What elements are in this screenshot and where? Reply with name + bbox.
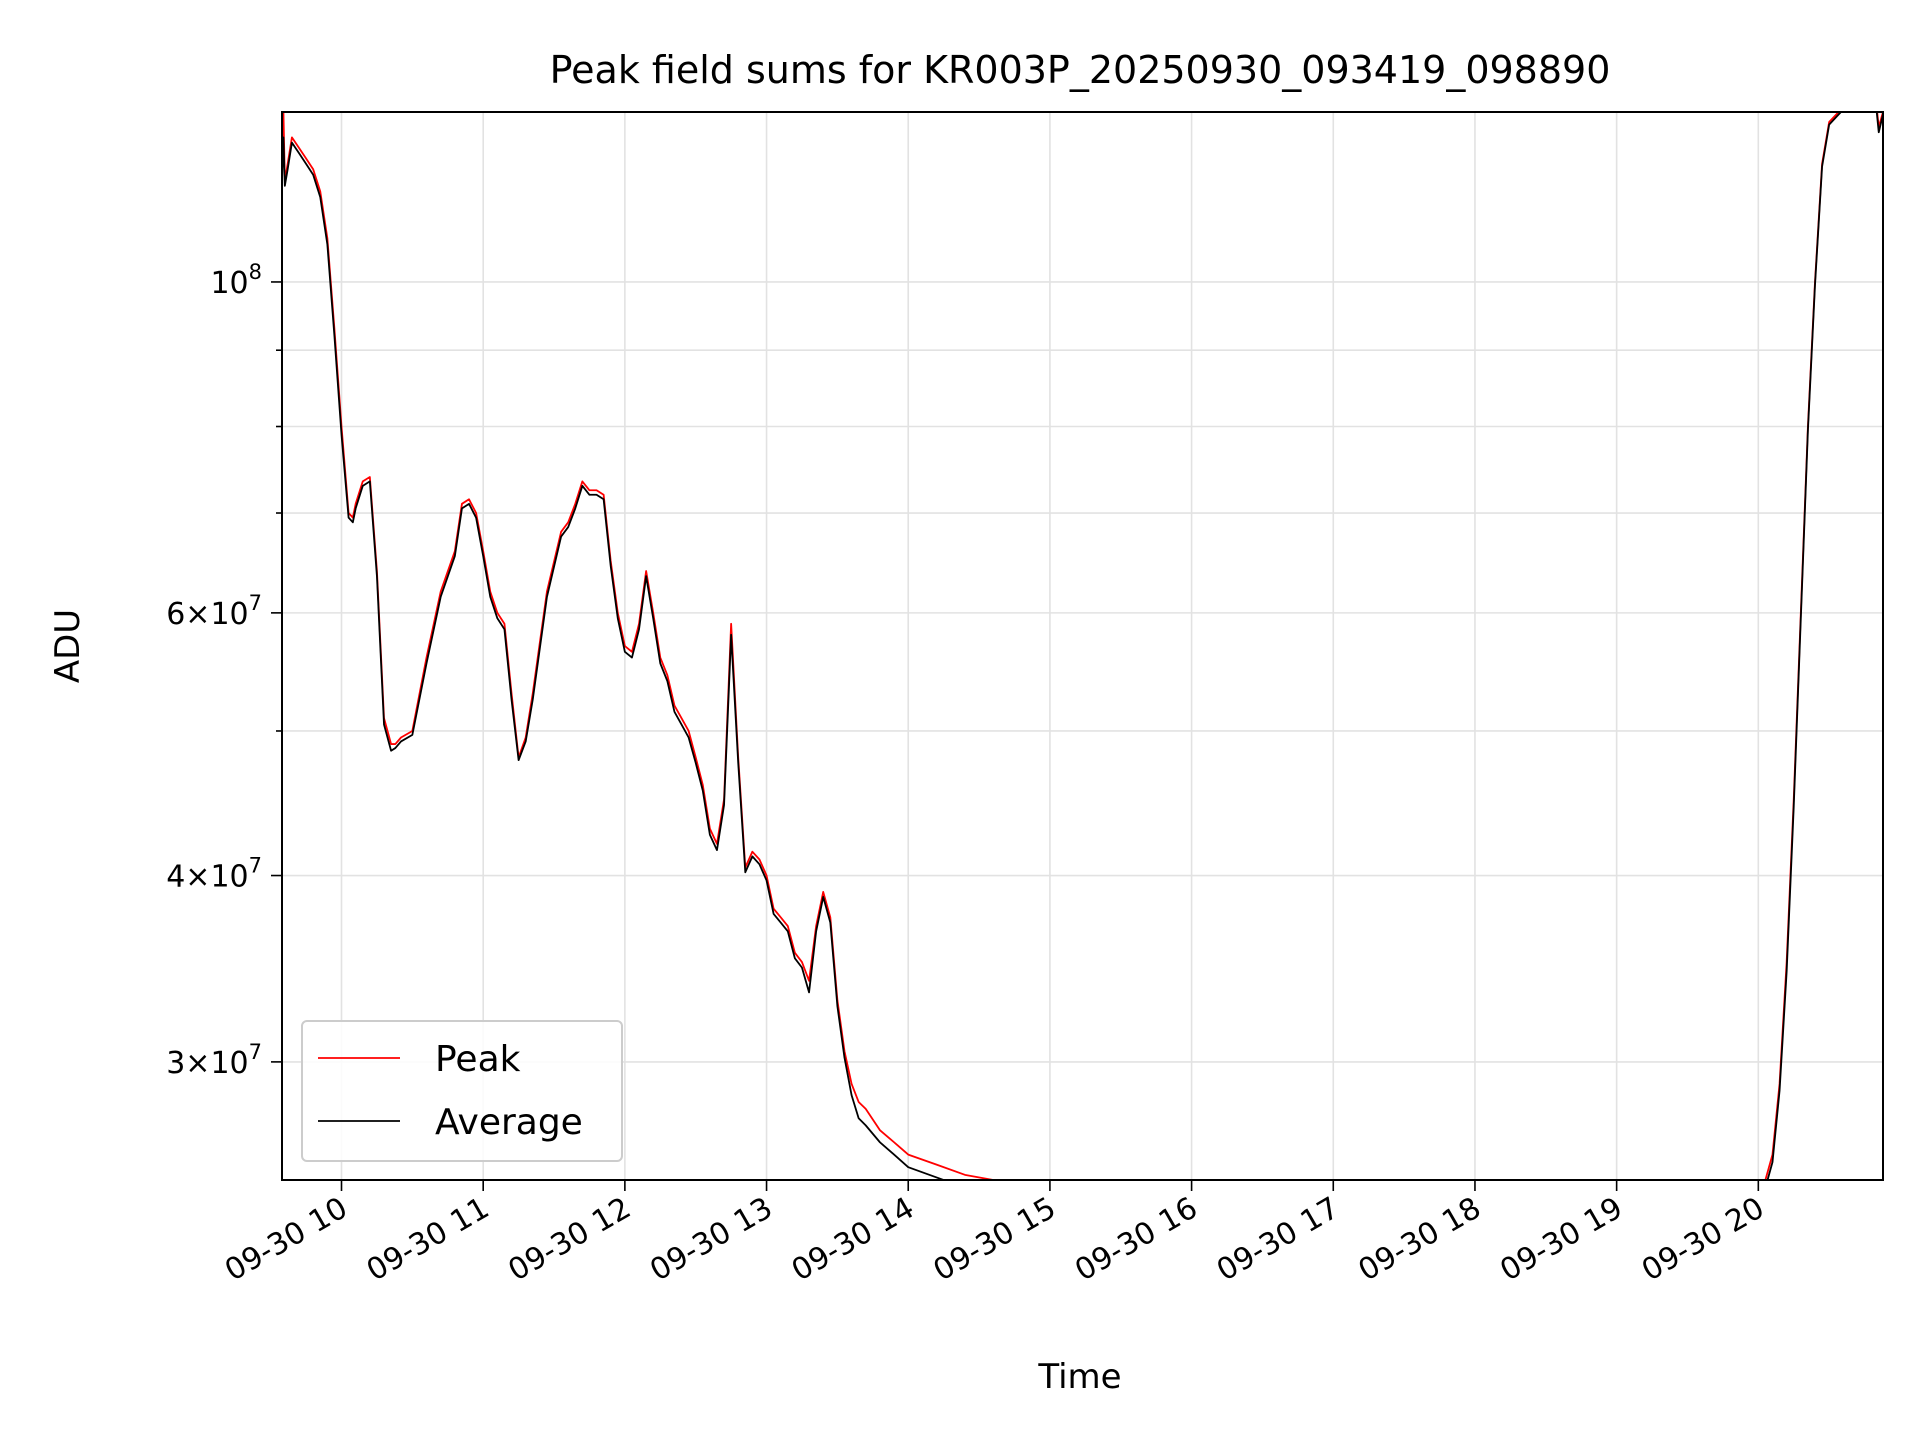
y-tick-label: 6×107 — [166, 591, 262, 632]
x-axis-label: Time — [1037, 1357, 1121, 1397]
y-tick-label: 3×107 — [166, 1040, 262, 1081]
y-tick-label: 4×107 — [166, 854, 262, 895]
legend-peak-label: Peak — [435, 1039, 521, 1080]
legend-average-label: Average — [435, 1102, 583, 1143]
grid — [282, 112, 1883, 1180]
legend: Peak Average — [301, 1020, 623, 1162]
plot-frame — [281, 111, 1884, 1181]
chart-title: Peak field sums for KR003P_20250930_0934… — [550, 48, 1611, 92]
series-line-average — [282, 112, 1883, 1180]
y-axis: 3×107 4×107 6×107 108 — [166, 260, 282, 1081]
legend-box — [301, 1020, 623, 1162]
y-axis-label: ADU — [48, 609, 88, 683]
y-tick-label: 108 — [210, 260, 262, 301]
series-layer — [282, 112, 1883, 1180]
